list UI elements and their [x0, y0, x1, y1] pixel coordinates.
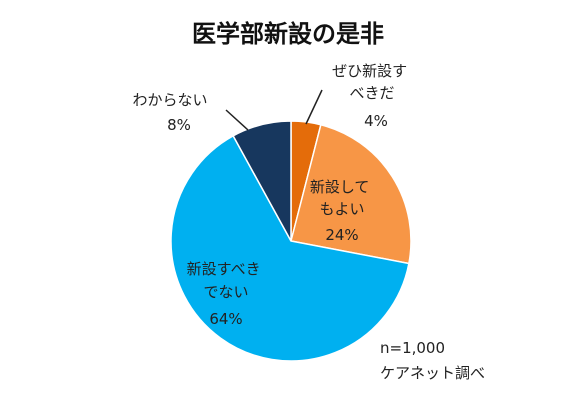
slice-value-strongly-agree: 4% [364, 112, 388, 130]
leader-line-strongly-agree [305, 89, 323, 125]
pie-slice-should-not [170, 134, 410, 362]
leader-line-dont-know [225, 109, 249, 131]
slice-label-may-establish: 新設して もよい [310, 178, 374, 218]
pie-slice-dont-know [232, 120, 292, 242]
pie-slices [170, 120, 412, 362]
source-note: ケアネット調べ [380, 364, 485, 382]
slice-label-dont-know: わからない [132, 91, 207, 109]
slice-value-may-establish: 24% [325, 226, 358, 244]
sample-size-note: n=1,000 [380, 339, 445, 357]
pie-slice-may-establish [290, 123, 412, 265]
slice-value-should-not: 64% [209, 310, 242, 328]
slice-label-should-not: 新設すべき でない [187, 260, 266, 301]
slice-label-strongly-agree: ぜひ新設す べきだ [332, 62, 412, 102]
slice-value-dont-know: 8% [167, 116, 191, 134]
chart-title: 医学部新設の是非 [192, 20, 384, 48]
